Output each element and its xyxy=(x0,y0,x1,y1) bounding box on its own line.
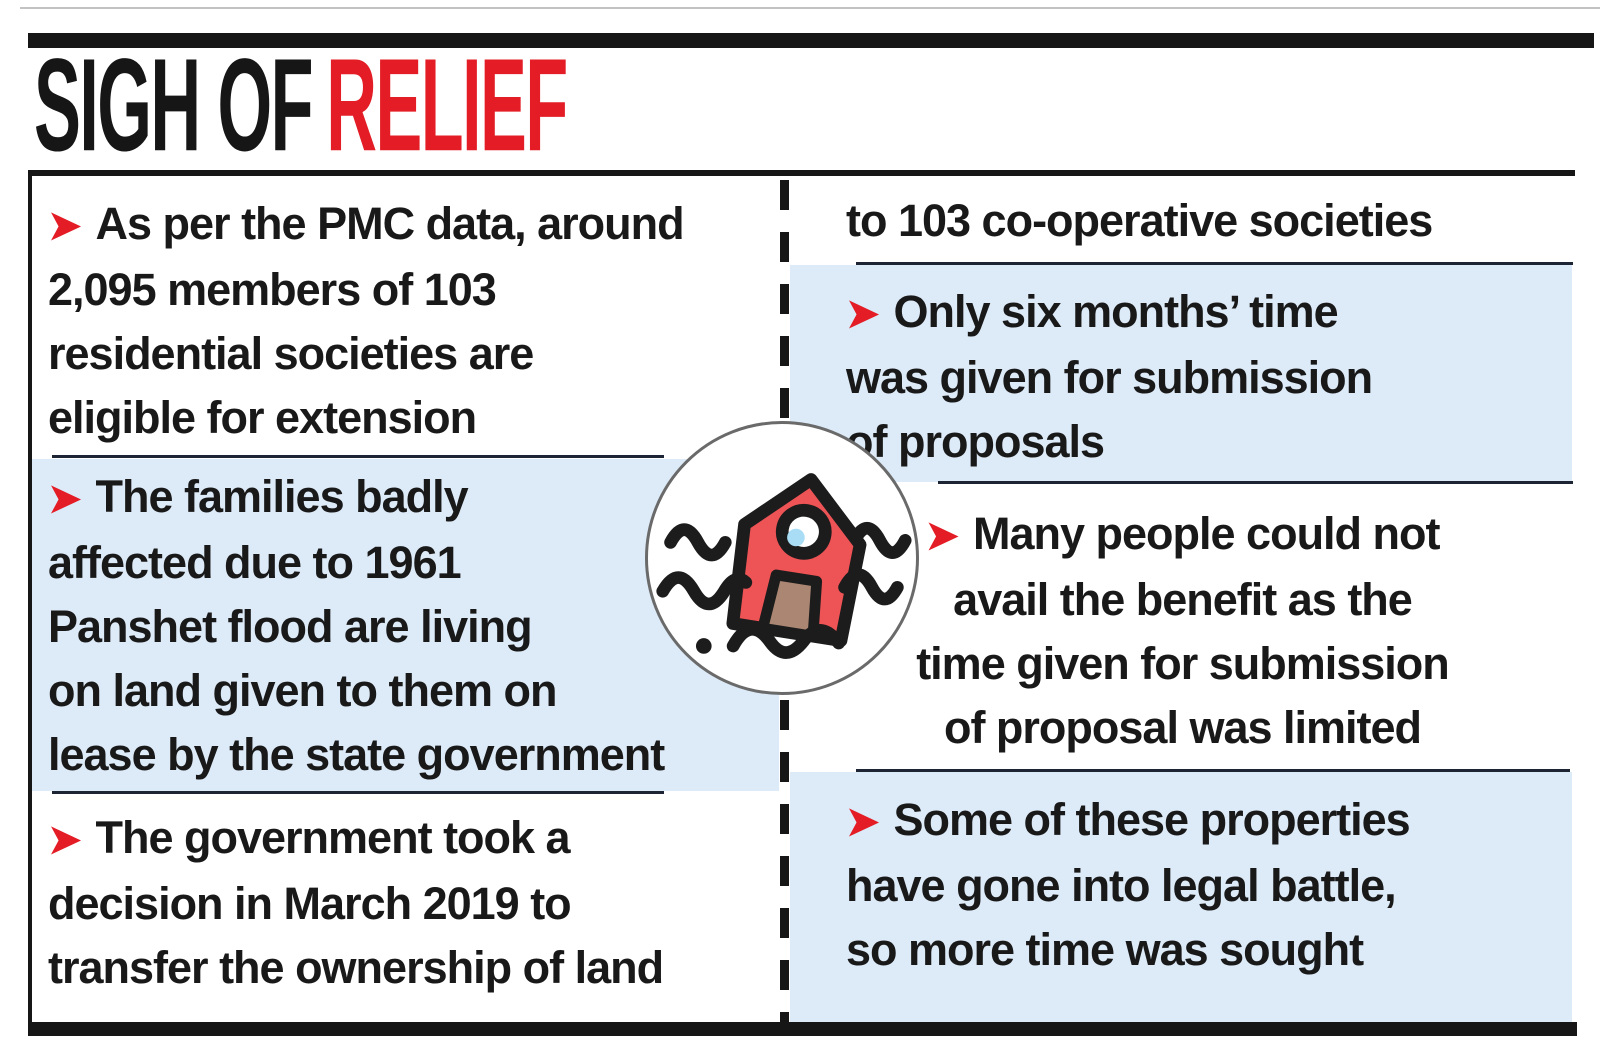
panel-top-border xyxy=(28,170,1575,176)
header-rule-bar xyxy=(28,33,1594,48)
bullet-text: Many people could not avail the benefit … xyxy=(916,508,1450,753)
continuation-text: to 103 co-operative societies xyxy=(790,176,1575,263)
bullet-text: Only six months’ time was given for subm… xyxy=(846,286,1373,467)
flooded-house-svg xyxy=(656,473,912,659)
separator-line xyxy=(856,769,1570,772)
bullet-government-decision: ➤ The government took a decision in March… xyxy=(32,794,780,1022)
separator-line xyxy=(856,262,1573,265)
bullet-arrow-icon: ➤ xyxy=(48,477,82,521)
bullet-arrow-icon: ➤ xyxy=(48,818,82,862)
page-title: SIGH OF RELIEF xyxy=(34,39,568,172)
page-title-black: SIGH OF xyxy=(34,31,314,180)
continuation-text-line: to 103 co-operative societies xyxy=(846,195,1433,246)
separator-line xyxy=(52,455,664,458)
bullet-text: The families badly affected due to 1961 … xyxy=(48,471,665,780)
separator-line xyxy=(52,791,664,794)
bullet-arrow-icon: ➤ xyxy=(925,514,959,558)
bullet-text: Some of these properties have gone into … xyxy=(846,794,1411,975)
flooded-house-icon xyxy=(645,421,919,695)
bullet-text: The government took a decision in March … xyxy=(48,812,664,993)
bullet-many-people: ➤ Many people could not avail the benefit… xyxy=(790,484,1575,769)
bullet-arrow-icon: ➤ xyxy=(846,800,880,844)
bullet-pmc-data: ➤ As per the PMC data, around 2,095 membe… xyxy=(32,176,780,457)
separator-line xyxy=(938,481,1573,484)
top-hairline xyxy=(20,7,1600,9)
bullet-arrow-icon: ➤ xyxy=(48,204,82,248)
panel-bottom-bar xyxy=(28,1022,1577,1036)
bullet-six-months: ➤ Only six months’ time was given for sub… xyxy=(790,265,1572,482)
bullet-legal-battle: ➤ Some of these properties have gone into… xyxy=(790,772,1572,1022)
bullet-arrow-icon: ➤ xyxy=(846,292,880,336)
page-title-red: RELIEF xyxy=(326,31,568,180)
panel-left-border xyxy=(28,170,32,1036)
bullet-text: As per the PMC data, around 2,095 member… xyxy=(48,198,685,443)
